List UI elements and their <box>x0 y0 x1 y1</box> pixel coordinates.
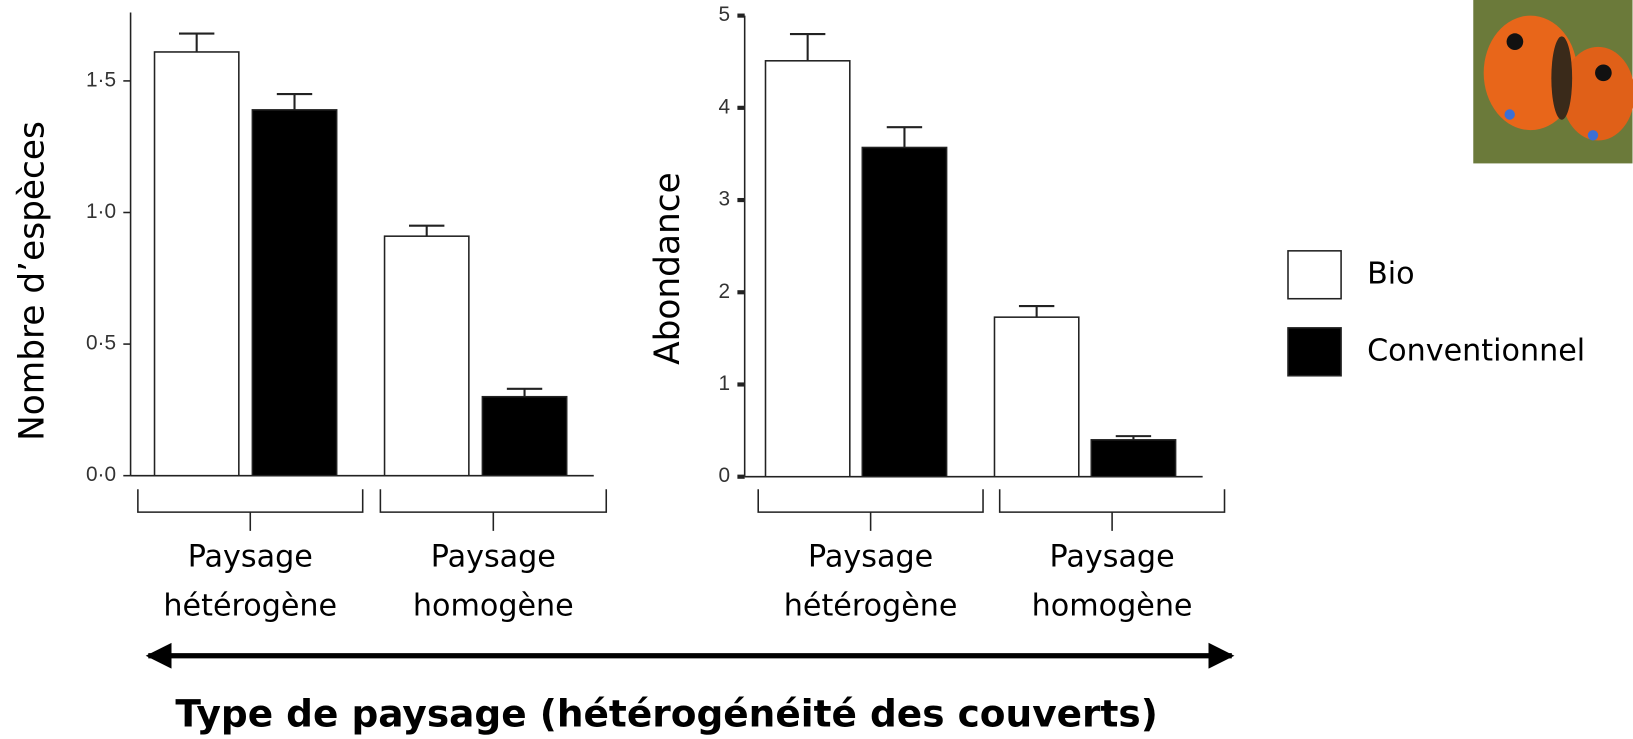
x-tick-label: homogène <box>1032 588 1193 623</box>
category-brace <box>379 489 608 531</box>
y-tick-label: 2 <box>719 280 731 303</box>
x-axis-title: Type de paysage (hétérogénéité des couve… <box>175 692 1157 736</box>
y-tick-label: 5 <box>719 3 731 26</box>
x-tick-label: hétérogène <box>163 588 337 623</box>
x-tick-label: Paysage <box>1050 539 1175 574</box>
legend-swatch <box>1287 250 1342 300</box>
category-brace <box>757 489 984 531</box>
category-brace <box>998 489 1226 531</box>
bar <box>481 395 568 477</box>
y-tick-label: 0 <box>719 464 731 487</box>
bar <box>861 146 948 478</box>
bar <box>993 316 1080 478</box>
photo <box>1473 0 1633 164</box>
legend-label: Bio <box>1367 256 1415 291</box>
bar <box>1090 439 1177 478</box>
x-tick-label: Paysage <box>808 539 933 574</box>
y-tick-label: 4 <box>719 95 731 118</box>
legend-label: Conventionnel <box>1367 333 1585 368</box>
legend: Bio Conventionnel <box>1287 250 1585 377</box>
x-tick-label: Paysage <box>188 539 313 574</box>
category-brace <box>137 489 364 531</box>
y-tick-label: 0·5 <box>86 332 116 355</box>
bar <box>251 109 338 477</box>
x-tick-label: homogène <box>413 588 574 623</box>
y-tick-label: 3 <box>719 188 731 211</box>
bar <box>383 235 470 477</box>
x-tick-label: Paysage <box>431 539 556 574</box>
legend-swatch <box>1287 327 1342 377</box>
y-tick-label: 0·0 <box>86 463 116 486</box>
bar <box>153 51 240 477</box>
y-tick-label: 1·5 <box>86 68 116 91</box>
y-axis-title: Nombre d’espèces <box>12 121 52 441</box>
y-tick-label: 1 <box>719 372 731 395</box>
bar <box>764 60 851 478</box>
x-tick-label: hétérogène <box>784 588 958 623</box>
y-axis-title: Abondance <box>648 172 688 365</box>
y-tick-label: 1·0 <box>86 200 116 223</box>
